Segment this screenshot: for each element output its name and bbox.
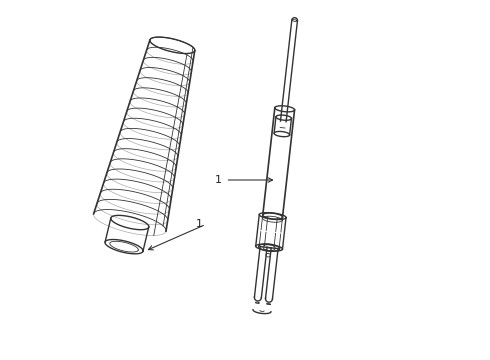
Text: 1: 1 (196, 219, 202, 229)
Text: 1: 1 (215, 175, 222, 185)
